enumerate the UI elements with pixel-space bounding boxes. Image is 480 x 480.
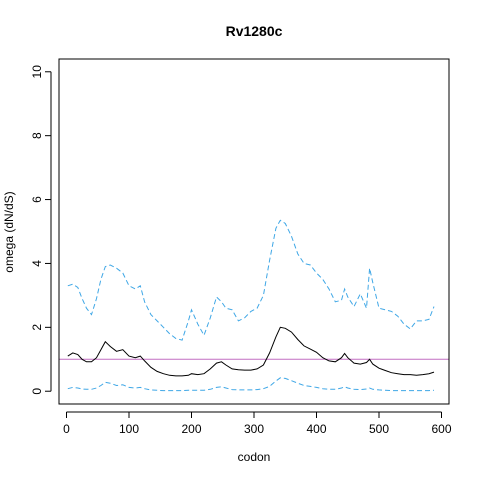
- x-tick-label: 200: [181, 422, 201, 436]
- y-tick-label: 10: [30, 65, 44, 79]
- x-tick-label: 400: [306, 422, 326, 436]
- mean-line: [67, 326, 435, 377]
- x-tick-label: 300: [244, 422, 264, 436]
- lower-bound-line: [67, 377, 435, 392]
- y-tick-label: 2: [30, 324, 44, 331]
- x-tick-label: 100: [119, 422, 139, 436]
- y-axis-label: omega (dN/dS): [2, 191, 16, 272]
- chart-title: Rv1280c: [226, 23, 283, 39]
- x-tick-label: 500: [369, 422, 389, 436]
- x-tick-label: 0: [63, 422, 70, 436]
- y-axis: 0 2 4 6 8 10: [30, 65, 52, 395]
- y-tick-label: 6: [30, 196, 44, 203]
- y-tick-label: 0: [30, 388, 44, 395]
- x-axis-label: codon: [238, 450, 271, 464]
- plot-frame: [58, 58, 450, 405]
- x-axis: 0 100 200 300 400 500 600: [63, 411, 452, 436]
- upper-bound-line: [67, 219, 435, 341]
- plot-content: [59, 219, 449, 392]
- x-tick-label: 600: [431, 422, 451, 436]
- y-tick-label: 8: [30, 132, 44, 139]
- y-tick-label: 4: [30, 260, 44, 267]
